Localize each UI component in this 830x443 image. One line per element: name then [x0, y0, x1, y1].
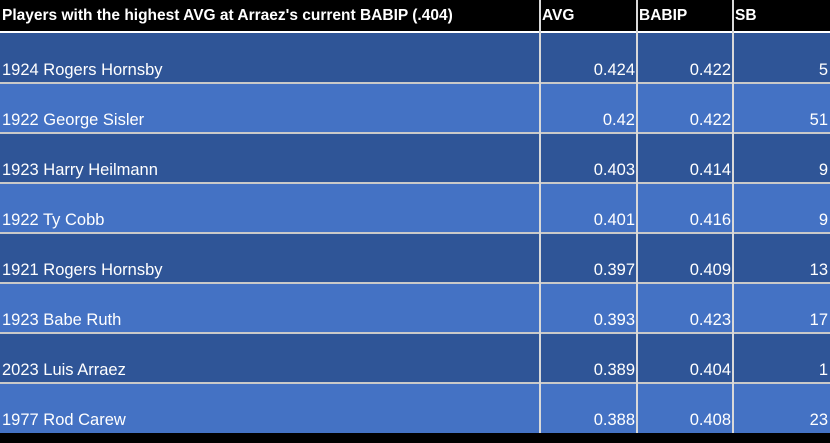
stat-cell: 13 [733, 233, 830, 283]
player-cell: 1924 Rogers Hornsby [0, 33, 540, 83]
stat-cell: 0.416 [637, 183, 733, 233]
player-cell: 1923 Babe Ruth [0, 283, 540, 333]
stat-cell: 0.414 [637, 133, 733, 183]
stat-cell: 0.401 [540, 183, 637, 233]
row-divider [0, 232, 830, 234]
stat-cell: 0.388 [540, 383, 637, 433]
stat-cell: 5 [733, 33, 830, 83]
header-cell: Players with the highest AVG at Arraez's… [0, 0, 540, 33]
player-cell: 1921 Rogers Hornsby [0, 233, 540, 283]
column-divider [636, 0, 638, 433]
stat-cell: 0.422 [637, 83, 733, 133]
stat-cell: 0.422 [637, 33, 733, 83]
stat-cell: 0.424 [540, 33, 637, 83]
row-divider [0, 182, 830, 184]
stat-cell: 9 [733, 133, 830, 183]
stat-cell: 0.397 [540, 233, 637, 283]
header-cell: AVG [540, 0, 637, 33]
stat-cell: 0.423 [637, 283, 733, 333]
stat-cell: 0.409 [637, 233, 733, 283]
header-cell: SB [733, 0, 830, 33]
stat-cell: 1 [733, 333, 830, 383]
row-divider [0, 282, 830, 284]
header-cell: BABIP [637, 0, 733, 33]
stat-cell: 23 [733, 383, 830, 433]
stat-cell: 0.408 [637, 383, 733, 433]
stat-cell: 0.393 [540, 283, 637, 333]
stat-cell: 0.403 [540, 133, 637, 183]
stat-cell: 51 [733, 83, 830, 133]
row-divider [0, 132, 830, 134]
row-divider [0, 382, 830, 384]
player-cell: 1977 Rod Carew [0, 383, 540, 433]
player-cell: 2023 Luis Arraez [0, 333, 540, 383]
stat-cell: 9 [733, 183, 830, 233]
stat-cell: 0.42 [540, 83, 637, 133]
row-divider [0, 82, 830, 84]
column-divider [539, 0, 541, 433]
stat-cell: 0.389 [540, 333, 637, 383]
player-cell: 1922 George Sisler [0, 83, 540, 133]
row-divider [0, 332, 830, 334]
stat-cell: 17 [733, 283, 830, 333]
stat-cell: 0.404 [637, 333, 733, 383]
player-cell: 1923 Harry Heilmann [0, 133, 540, 183]
player-cell: 1922 Ty Cobb [0, 183, 540, 233]
column-divider [732, 0, 734, 433]
